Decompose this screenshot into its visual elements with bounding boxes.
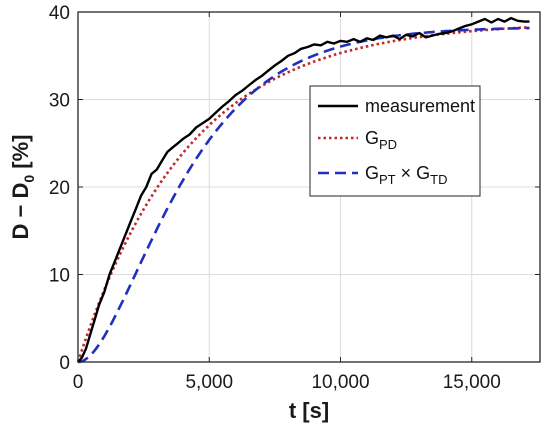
legend-box (309, 85, 481, 197)
x-tick-label: 10,000 (311, 372, 369, 393)
x-tick-label: 5,000 (185, 372, 233, 393)
x-axis-label: t [s] (289, 398, 329, 423)
y-axis-label: D − D0 [%] (8, 135, 37, 240)
y-tick-label: 20 (49, 178, 70, 199)
legend-label-gpt-gtd-sub2: TD (430, 172, 447, 187)
legend-label-gpt-gtd: GPT × GTD (365, 163, 448, 187)
series-gpd (76, 26, 530, 363)
legend-label-gpd-sub: PD (379, 137, 397, 152)
x-tick-label: 0 (73, 372, 84, 393)
y-axis-label-main: D − D (8, 183, 33, 240)
y-axis-label-subscript: 0 (21, 175, 37, 183)
y-tick-label: 30 (49, 91, 70, 112)
legend-label-gpt-gtd-main: G (365, 163, 379, 183)
legend-label-gpt-gtd-mid: × G (396, 163, 431, 183)
legend: measurement GPD GPT × GTD (309, 85, 481, 197)
legend-label-measurement: measurement (365, 96, 475, 116)
series-layer (76, 16, 530, 364)
ticks: 0 5,000 10,000 15,000 0 10 20 30 40 (49, 3, 540, 393)
legend-label-gpd: GPD (365, 128, 397, 152)
x-tick-label: 15,000 (443, 372, 501, 393)
series-measurement (77, 16, 530, 363)
y-axis-label-unit: [%] (8, 135, 33, 175)
y-tick-label: 40 (49, 3, 70, 24)
y-tick-label: 10 (49, 266, 70, 287)
y-tick-label: 0 (59, 353, 70, 374)
legend-label-gpd-main: G (365, 128, 379, 148)
legend-label-gpt-gtd-sub1: PT (379, 172, 396, 187)
